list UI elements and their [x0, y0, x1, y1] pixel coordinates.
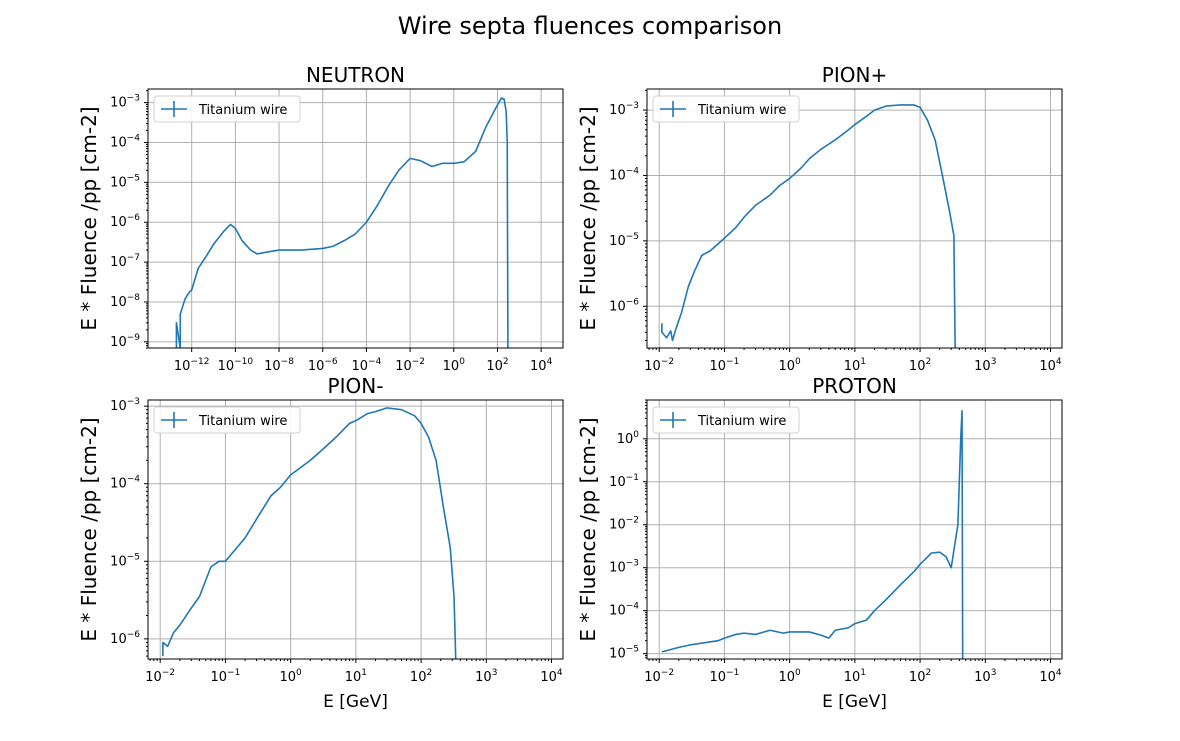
figure-title: Wire septa fluences comparison	[398, 12, 782, 40]
x-tick-label: 102	[909, 357, 931, 374]
y-tick-label: 10−6	[609, 297, 639, 314]
subplot-title: PION+	[822, 63, 887, 87]
x-tick-label: 10−8	[264, 357, 294, 374]
x-tick-label: 102	[410, 668, 432, 685]
x-tick-label: 101	[844, 668, 866, 685]
legend-label: Titanium wire	[697, 414, 786, 429]
y-tick-label: 10−4	[609, 602, 639, 619]
plot-frame	[147, 88, 564, 349]
x-tick-label: 102	[909, 668, 931, 685]
y-tick-label: 10−7	[110, 253, 140, 270]
subplot-neutron: 10−12 10−10 10−8 10−6 10−4 10−2 100 102 104 10−9 1…	[77, 63, 564, 374]
legend-label: Titanium wire	[697, 103, 786, 118]
legend-box	[153, 95, 301, 123]
x-tick-label: 103	[475, 668, 497, 685]
y-tick-label: 10−3	[110, 397, 140, 414]
x-tick-label: 10−6	[308, 357, 338, 374]
x-tick-label: 10−2	[145, 668, 175, 685]
x-axis-label: E [GeV]	[323, 692, 388, 712]
legend: Titanium wire	[652, 406, 800, 434]
x-tick-label: 100	[778, 668, 801, 685]
y-tick-label: 10−5	[110, 552, 140, 569]
x-tick-label: 10−2	[644, 668, 674, 685]
y-tick-label: 10−6	[110, 213, 140, 230]
y-tick-label: 10−2	[609, 516, 639, 533]
x-tick-label: 104	[540, 668, 563, 685]
x-axis-label: E [GeV]	[822, 692, 887, 712]
x-tick-label: 100	[279, 668, 302, 685]
grid-lines	[148, 89, 563, 348]
y-tick-label: 10−9	[110, 333, 140, 350]
legend: Titanium wire	[153, 406, 301, 434]
y-tick-label: 10−8	[110, 293, 140, 310]
x-tick-label: 104	[530, 357, 553, 374]
subplot-title: PION-	[328, 374, 384, 398]
x-tick-label: 10−10	[218, 357, 254, 374]
series-line-titanium-wire	[162, 407, 457, 659]
x-tick-label: 10−4	[352, 357, 382, 374]
x-tick-label: 10−12	[174, 357, 210, 374]
y-axis-label: E * Fluence /pp [cm-2]	[576, 106, 600, 330]
y-axis-label: E * Fluence /pp [cm-2]	[576, 417, 600, 641]
y-tick-label: 10−3	[609, 559, 639, 576]
series-line-titanium-wire	[661, 104, 956, 348]
x-tick-label: 101	[345, 668, 367, 685]
x-tick-label: 104	[1039, 668, 1062, 685]
legend-label: Titanium wire	[198, 414, 287, 429]
series-line-titanium-wire	[661, 409, 964, 659]
y-tick-label: 10−6	[110, 630, 140, 647]
x-tick-label: 10−1	[211, 668, 241, 685]
subplot-pion-: 10−2 10−1 100 101 102 103 104 10−6 10−5 10−4 10−3 P…	[576, 63, 1063, 374]
y-tick-label: 10−5	[609, 232, 639, 249]
y-tick-label: 10−3	[110, 94, 140, 111]
x-tick-label: 10−1	[710, 668, 740, 685]
y-tick-label: 10−4	[110, 475, 140, 492]
x-tick-label: 10−2	[644, 357, 674, 374]
y-tick-label: 10−1	[609, 473, 639, 490]
legend-box	[652, 406, 800, 434]
y-tick-label: 10−4	[110, 134, 140, 151]
legend: Titanium wire	[652, 95, 800, 123]
x-tick-label: 10−2	[395, 357, 425, 374]
subplot-title: NEUTRON	[306, 63, 405, 87]
legend-box	[153, 406, 301, 434]
subplot-proton: 10−2 10−1 100 101 102 103 104 10−5 10−4 10−3 10−2 1…	[576, 374, 1063, 712]
y-axis-label: E * Fluence /pp [cm-2]	[77, 417, 101, 641]
subplot-grid: 10−12 10−10 10−8 10−6 10−4 10−2 100 102 104 10−9 1…	[77, 63, 1063, 712]
y-tick-label: 10−5	[609, 645, 639, 662]
x-tick-label: 103	[974, 357, 996, 374]
x-tick-label: 100	[443, 357, 466, 374]
subplot-title: PROTON	[812, 374, 897, 398]
x-tick-label: 102	[486, 357, 508, 374]
x-tick-label: 100	[778, 357, 801, 374]
subplot-pion-: 10−2 10−1 100 101 102 103 104 10−6 10−5 10−4 10−3 P…	[77, 374, 564, 712]
series-line-titanium-wire	[175, 97, 509, 348]
x-tick-label: 10−1	[710, 357, 740, 374]
legend-label: Titanium wire	[198, 103, 287, 118]
y-tick-label: 10−4	[609, 166, 639, 183]
y-tick-label: 100	[617, 430, 640, 447]
grid-lines	[647, 400, 1062, 659]
grid-lines	[647, 89, 1062, 348]
legend-box	[652, 95, 800, 123]
y-tick-label: 10−3	[609, 101, 639, 118]
grid-lines	[148, 400, 563, 659]
y-axis-label: E * Fluence /pp [cm-2]	[77, 106, 101, 330]
x-tick-label: 103	[974, 668, 996, 685]
y-tick-label: 10−5	[110, 173, 140, 190]
x-tick-label: 101	[844, 357, 866, 374]
legend: Titanium wire	[153, 95, 301, 123]
x-tick-label: 104	[1039, 357, 1062, 374]
